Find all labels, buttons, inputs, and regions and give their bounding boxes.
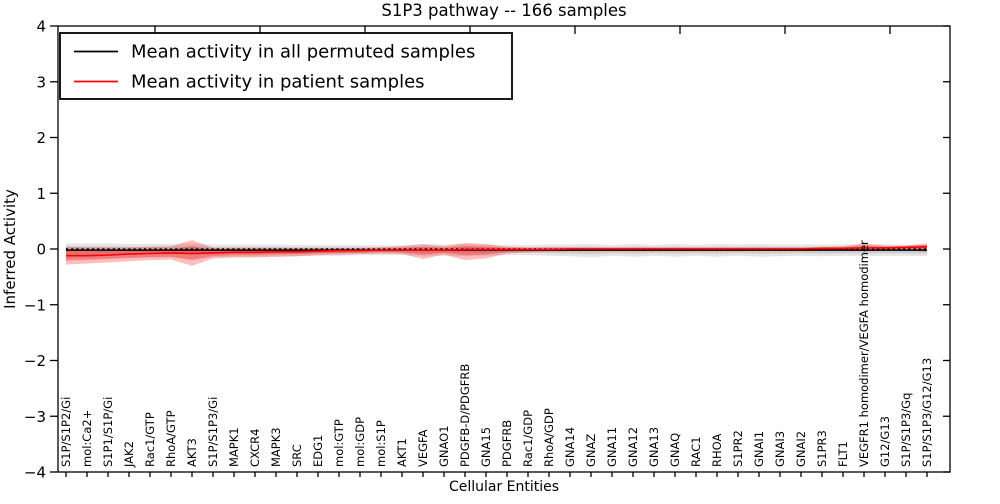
x-axis-title: Cellular Entities: [449, 479, 559, 495]
x-category-label: CXCR4: [248, 429, 262, 467]
y-tick-label: 0: [36, 241, 46, 259]
y-tick-label: −4: [24, 464, 46, 482]
x-category-label: GNA14: [563, 427, 577, 467]
x-category-label: GNA12: [626, 427, 640, 467]
x-category-label: Rac1/GDP: [521, 410, 535, 467]
x-category-label: mol:GTP: [332, 419, 346, 467]
x-category-label: G12/G13: [878, 416, 892, 467]
band-outer-series-0: [66, 243, 927, 260]
band-outer-series-1: [66, 240, 927, 266]
y-tick-label: −1: [24, 296, 46, 314]
y-axis-title: Inferred Activity: [1, 189, 19, 309]
x-category-label: GNAI1: [752, 431, 766, 467]
x-category-label: RhoA/GTP: [164, 410, 178, 467]
x-category-label: VEGFA: [416, 429, 430, 467]
mean-activity-lines: [66, 245, 928, 257]
x-category-label: GNA15: [479, 427, 493, 467]
x-category-label: GNA13: [647, 427, 661, 467]
y-tick-label: −3: [24, 408, 46, 426]
plot-border: [57, 25, 951, 473]
x-category-label: S1P1/S1P/Gi: [101, 397, 115, 467]
x-category-label: EDG1: [311, 435, 325, 467]
x-category-label: AKT3: [185, 438, 199, 467]
x-category-label: GNAQ: [668, 433, 682, 467]
legend-label-permuted: Mean activity in all permuted samples: [131, 42, 475, 63]
x-category-label: mol:S1P: [374, 420, 388, 467]
legend-box: [59, 32, 513, 100]
x-category-label: mol:Ca2+: [80, 410, 94, 467]
x-category-label: S1P/S1P3/G12/G13: [920, 358, 934, 467]
x-category-label: S1P/S1P3/Gi: [206, 397, 220, 467]
series-line-1: [66, 245, 928, 257]
legend-label-patient: Mean activity in patient samples: [131, 72, 425, 93]
x-category-label: RhoA/GDP: [542, 408, 556, 467]
y-tick-label: 3: [36, 73, 46, 91]
x-category-label: RAC1: [689, 436, 703, 467]
x-category-label: S1P/S1P2/Gi: [59, 397, 73, 467]
axes-and-ticks: −4 −3 −2 −1 0 1 2 3 4 S1P/S1P2/Gi mol:Ca2+ S1P1/S1P…: [24, 18, 950, 482]
x-category-label: GNAO1: [437, 425, 451, 467]
legend: Mean activity in all permuted samples Me…: [59, 32, 513, 100]
x-category-label: Rac1/GTP: [143, 412, 157, 467]
y-tick-label: 4: [36, 18, 46, 36]
x-category-label: S1PR3: [815, 430, 829, 467]
y-tick-label: −2: [24, 352, 46, 370]
x-category-label: RHOA: [710, 434, 724, 467]
y-tick-label: 2: [36, 129, 46, 147]
x-category-label: GNAZ: [584, 434, 598, 467]
x-category-label: mol:GDP: [353, 417, 367, 467]
x-category-label: MAPK3: [269, 427, 283, 467]
x-category-label: GNAI2: [794, 431, 808, 467]
x-category-label: PDGFB-D/PDGFRB: [458, 364, 472, 467]
x-category-label: FLT1: [836, 441, 850, 467]
x-category-label: S1P/S1P3/Gq: [899, 393, 913, 467]
x-category-label: SRC: [290, 444, 304, 467]
x-category-label: VEGFR1 homodimer/VEGFA homodimer: [857, 240, 871, 467]
x-category-label: JAK2: [122, 441, 136, 468]
x-category-label: PDGFRB: [500, 420, 514, 467]
x-category-label: GNAI3: [773, 431, 787, 467]
y-tick-label: 1: [36, 185, 46, 203]
x-category-label: AKT1: [395, 438, 409, 467]
x-category-label: GNA11: [605, 427, 619, 467]
x-category-label: S1PR2: [731, 430, 745, 467]
x-category-label: MAPK1: [227, 427, 241, 467]
chart-title: S1P3 pathway -- 166 samples: [381, 1, 626, 20]
